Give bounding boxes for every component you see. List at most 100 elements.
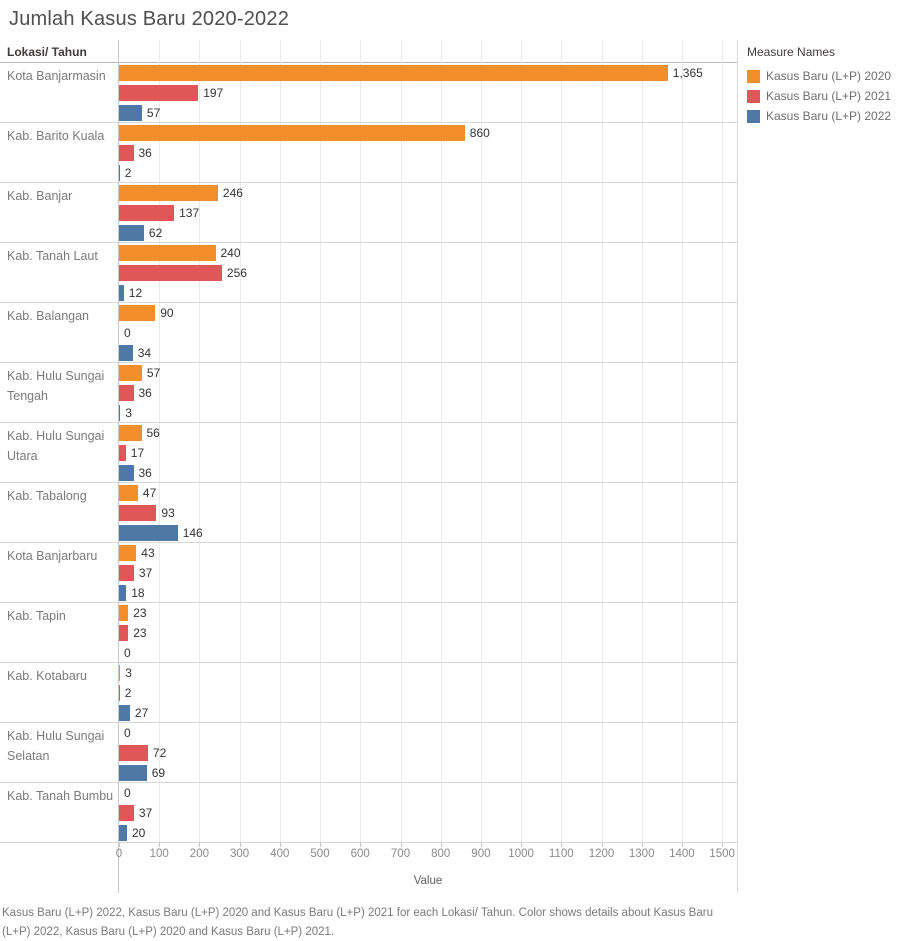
bar-band: 43 bbox=[119, 543, 737, 563]
category-label: Kab. Balangan bbox=[7, 309, 90, 323]
bar[interactable] bbox=[119, 165, 120, 181]
bar[interactable] bbox=[119, 825, 127, 841]
x-tick-label: 1400 bbox=[669, 848, 695, 860]
category-label: Kab. Hulu Sungai Utara bbox=[7, 429, 105, 463]
bar-band: 3 bbox=[119, 403, 737, 423]
bar[interactable] bbox=[119, 445, 126, 461]
bar[interactable] bbox=[119, 365, 142, 381]
table-row: Kab. Hulu Sungai Tengah 57 36 3 bbox=[0, 363, 737, 423]
bar[interactable] bbox=[119, 625, 129, 641]
bar-band: 47 bbox=[119, 483, 737, 503]
bar-band: 72 bbox=[119, 743, 737, 763]
bar[interactable] bbox=[119, 345, 133, 361]
bar[interactable] bbox=[119, 385, 134, 401]
axis-divider-line bbox=[118, 40, 119, 893]
bar[interactable] bbox=[119, 465, 134, 481]
bar-value-label: 18 bbox=[131, 586, 145, 600]
bar[interactable] bbox=[119, 205, 175, 221]
bar[interactable] bbox=[119, 305, 156, 321]
bar-value-label: 240 bbox=[220, 246, 241, 260]
bar[interactable] bbox=[119, 765, 147, 781]
bar[interactable] bbox=[119, 705, 130, 721]
bar[interactable] bbox=[119, 505, 157, 521]
legend-swatch bbox=[747, 69, 760, 83]
bar[interactable] bbox=[119, 525, 178, 541]
bar[interactable] bbox=[119, 425, 142, 441]
legend-item[interactable]: Kasus Baru (L+P) 2021 bbox=[747, 86, 899, 106]
bar[interactable] bbox=[119, 685, 120, 701]
x-axis: 0 100 200 300 400 500 600 700 800 900 1000 1100 1200… bbox=[116, 843, 737, 867]
x-tick-mark bbox=[480, 843, 482, 847]
x-tick-label: 200 bbox=[189, 848, 209, 860]
bar-band: 146 bbox=[119, 523, 737, 543]
bar[interactable] bbox=[119, 485, 138, 501]
row-bars: 240 256 12 bbox=[119, 243, 737, 303]
bar-value-label: 72 bbox=[152, 746, 167, 760]
bar-band: 1,365 bbox=[119, 63, 737, 83]
x-tick-mark bbox=[641, 843, 643, 847]
bar[interactable] bbox=[119, 125, 465, 141]
x-tick-mark bbox=[159, 843, 161, 847]
bar-band: 2 bbox=[119, 163, 737, 183]
bar[interactable] bbox=[119, 405, 121, 421]
x-tick-label: 700 bbox=[390, 848, 411, 860]
bar[interactable] bbox=[119, 185, 218, 201]
bar-band: 90 bbox=[119, 303, 737, 323]
x-tick-mark bbox=[199, 843, 201, 847]
legend-item[interactable]: Kasus Baru (L+P) 2020 bbox=[747, 66, 899, 86]
bar-band: 197 bbox=[119, 83, 737, 103]
bar[interactable] bbox=[119, 85, 199, 101]
bar[interactable] bbox=[119, 105, 142, 121]
bar-band: 57 bbox=[119, 363, 737, 383]
bar[interactable] bbox=[119, 225, 144, 241]
bar[interactable] bbox=[119, 265, 222, 281]
bar-value-label: 47 bbox=[142, 486, 157, 500]
bar-value-label: 0 bbox=[124, 786, 131, 800]
bar-value-label: 3 bbox=[125, 406, 132, 420]
row-bars: 43 37 18 bbox=[119, 543, 737, 603]
bar-value-label: 62 bbox=[148, 226, 163, 240]
bar-value-label: 90 bbox=[160, 306, 174, 320]
bar[interactable] bbox=[119, 545, 137, 561]
bar[interactable] bbox=[119, 565, 134, 581]
table-row: Kab. Barito Kuala 860 36 2 bbox=[0, 123, 737, 183]
bar-value-label: 93 bbox=[161, 506, 175, 520]
rows: Kota Banjarmasin 1,365 197 57 Kab. Barito Ku… bbox=[0, 63, 737, 843]
bar-value-label: 37 bbox=[138, 806, 153, 820]
bar[interactable] bbox=[119, 145, 134, 161]
x-tick-label: 800 bbox=[431, 848, 451, 860]
legend-items: Kasus Baru (L+P) 2020 Kasus Baru (L+P) 20… bbox=[747, 66, 899, 126]
caption: Kasus Baru (L+P) 2022, Kasus Baru (L+P) … bbox=[2, 907, 713, 938]
bar-value-label: 197 bbox=[203, 86, 224, 100]
category-label: Kab. Tanah Laut bbox=[7, 249, 98, 263]
bar-band: 36 bbox=[119, 143, 737, 163]
bar[interactable] bbox=[119, 805, 134, 821]
table-row: Kab. Hulu Sungai Utara 56 17 36 bbox=[0, 423, 737, 483]
bar[interactable] bbox=[119, 745, 148, 761]
category-label: Kab. Hulu Sungai Tengah bbox=[7, 369, 105, 403]
x-tick-mark bbox=[601, 843, 603, 847]
bar-value-label: 246 bbox=[222, 186, 243, 200]
legend-swatch bbox=[747, 109, 760, 123]
x-axis-title: Value bbox=[413, 875, 443, 887]
row-bars: 3 2 27 bbox=[119, 663, 737, 723]
bar[interactable] bbox=[119, 285, 124, 301]
legend-item[interactable]: Kasus Baru (L+P) 2022 bbox=[747, 106, 899, 126]
bar-band: 27 bbox=[119, 703, 737, 723]
bar-value-label: 23 bbox=[133, 626, 147, 640]
bar-band: 2 bbox=[119, 683, 737, 703]
x-tick-mark bbox=[239, 843, 241, 847]
x-tick-mark bbox=[320, 843, 321, 847]
row-bars: 0 37 20 bbox=[119, 783, 737, 843]
bar[interactable] bbox=[119, 585, 127, 601]
bar[interactable] bbox=[119, 665, 121, 681]
bar-band: 246 bbox=[119, 183, 737, 203]
bar[interactable] bbox=[119, 605, 129, 621]
x-tick-mark bbox=[521, 843, 523, 847]
bar-value-label: 137 bbox=[179, 206, 200, 220]
category-label: Kab. Barito Kuala bbox=[7, 129, 105, 143]
bar-band: 56 bbox=[119, 423, 737, 443]
bar-value-label: 56 bbox=[146, 426, 160, 440]
bar[interactable] bbox=[119, 245, 216, 261]
bar[interactable] bbox=[119, 65, 668, 81]
